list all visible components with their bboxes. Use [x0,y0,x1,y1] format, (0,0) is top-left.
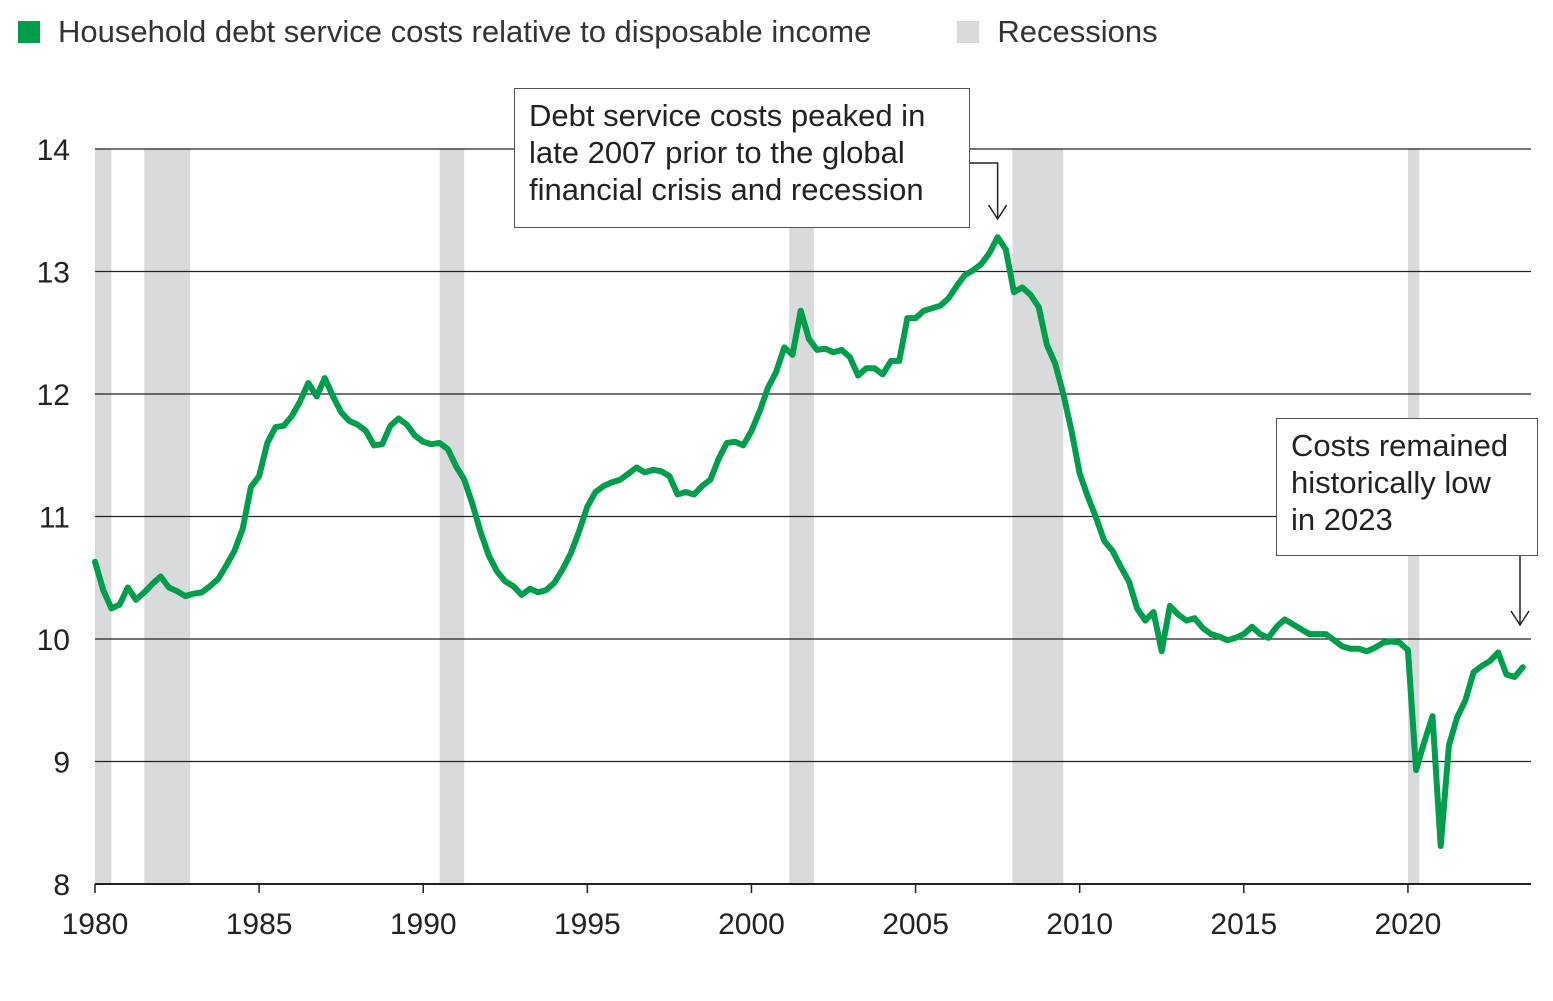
y-tick-label-9: 9 [53,747,70,780]
annotation-peak-arrowhead [987,204,1008,221]
x-tick-label-2015: 2015 [1210,908,1277,941]
legend-item-recessions: Recessions [957,14,1158,50]
x-tick-label-1990: 1990 [390,908,457,941]
series-layer [92,234,1526,849]
x-tick-label-1980: 1980 [62,908,129,941]
legend-label-recessions: Recessions [997,14,1158,49]
legend-swatch-recessions [957,21,980,43]
x-tick-label-2010: 2010 [1046,908,1113,941]
y-tick-label-10: 10 [37,624,70,657]
x-tick-label-2000: 2000 [718,908,785,941]
y-axis-ticks: 8 9 10 11 12 13 14 [37,134,70,902]
x-tick-label-1995: 1995 [554,908,621,941]
x-tick-label-2020: 2020 [1375,908,1442,941]
y-tick-label-12: 12 [37,379,70,412]
gridlines [95,148,1531,885]
x-tick-label-1985: 1985 [226,908,293,941]
y-tick-label-8: 8 [53,869,70,902]
annotation-recent-arrowhead [1510,610,1530,627]
annotation-recent: Costs remained historically low in 2023 [1276,418,1538,556]
y-tick-label-14: 14 [37,134,70,167]
series-line-0 [92,234,1526,849]
x-tick-label-2005: 2005 [882,908,949,941]
legend-label-series: Household debt service costs relative to… [58,14,872,49]
legend-item-series: Household debt service costs relative to… [18,14,871,50]
legend: Household debt service costs relative to… [18,14,1158,50]
annotation-arrows [970,162,1530,627]
legend-swatch-series [18,21,40,43]
y-tick-label-13: 13 [37,257,70,290]
y-tick-label-11: 11 [39,502,70,535]
annotation-peak: Debt service costs peaked in late 2007 p… [514,88,970,228]
annotation-peak-connector [970,162,999,218]
x-axis-ticks: 1980 1985 1990 1995 2000 2005 2010 2015 2020 [62,884,1442,941]
